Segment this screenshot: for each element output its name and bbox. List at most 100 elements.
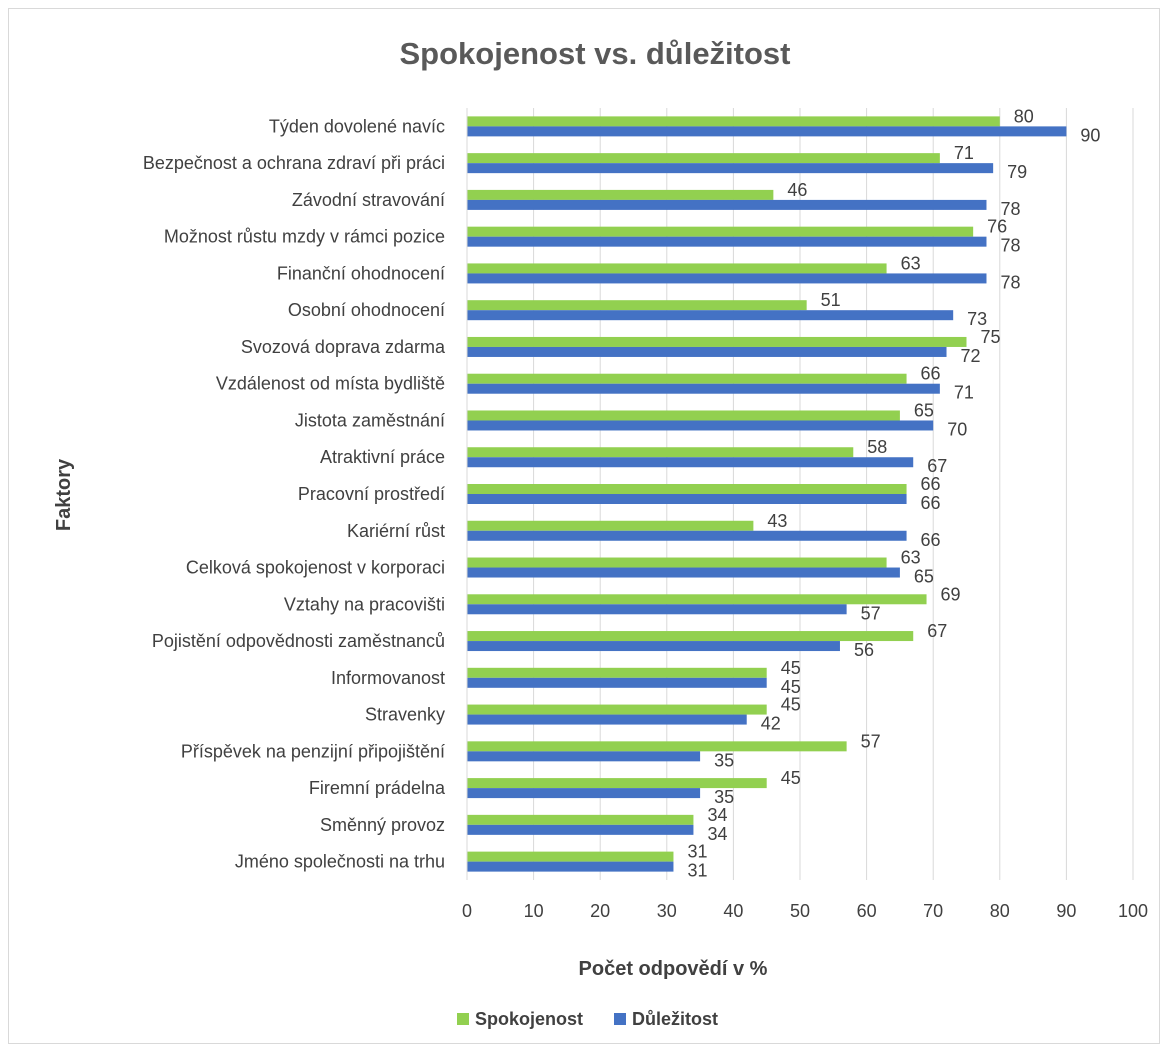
data-label-dulezitost: 70: [947, 419, 967, 439]
bar-dulezitost: [467, 273, 987, 284]
bar-spokojenost: [467, 300, 807, 311]
bar-spokojenost: [467, 447, 854, 458]
category-label: Bezpečnost a ochrana zdraví při práci: [143, 153, 445, 173]
bar-spokojenost: [467, 704, 767, 715]
data-label-spokojenost: 43: [767, 511, 787, 531]
data-label-dulezitost: 71: [954, 383, 974, 403]
category-label: Závodní stravování: [292, 190, 445, 210]
x-tick-label: 50: [790, 901, 810, 921]
bar-dulezitost: [467, 788, 701, 799]
bar-dulezitost: [467, 457, 914, 468]
bar-spokojenost: [467, 631, 914, 642]
data-label-spokojenost: 65: [914, 400, 934, 420]
data-label-spokojenost: 51: [821, 290, 841, 310]
data-label-dulezitost: 57: [861, 603, 881, 623]
data-label-spokojenost: 76: [987, 217, 1007, 237]
x-tick-label: 80: [990, 901, 1010, 921]
category-label: Týden dovolené navíc: [269, 116, 445, 136]
category-label: Možnost růstu mzdy v rámci pozice: [164, 227, 445, 247]
category-label: Směnný provoz: [320, 815, 445, 835]
bar-dulezitost: [467, 604, 847, 615]
data-label-dulezitost: 79: [1007, 162, 1027, 182]
data-label-dulezitost: 42: [761, 714, 781, 734]
bar-dulezitost: [467, 236, 987, 247]
bar-dulezitost: [467, 310, 954, 321]
data-label-spokojenost: 46: [787, 180, 807, 200]
bar-dulezitost: [467, 494, 907, 504]
data-label-dulezitost: 45: [781, 677, 801, 697]
category-label: Kariérní růst: [347, 521, 445, 541]
x-tick-label: 0: [462, 901, 472, 921]
bar-spokojenost: [467, 778, 767, 789]
bar-spokojenost: [467, 667, 767, 678]
data-label-dulezitost: 66: [921, 530, 941, 550]
data-label-dulezitost: 34: [707, 824, 727, 844]
data-label-spokojenost: 67: [927, 621, 947, 641]
data-label-spokojenost: 45: [781, 768, 801, 788]
data-label-spokojenost: 80: [1014, 106, 1034, 126]
data-label-spokojenost: 63: [901, 253, 921, 273]
bar-spokojenost: [467, 520, 754, 531]
x-tick-label: 100: [1118, 901, 1148, 921]
data-label-spokojenost: 58: [867, 437, 887, 457]
data-label-spokojenost: 57: [861, 731, 881, 751]
category-label: Osobní ohodnocení: [288, 300, 445, 320]
data-label-spokojenost: 66: [921, 474, 941, 494]
data-label-spokojenost: 69: [941, 584, 961, 604]
bar-dulezitost: [467, 861, 674, 872]
legend-label-dulezitost: Důležitost: [632, 1009, 718, 1029]
x-tick-label: 20: [590, 901, 610, 921]
bar-dulezitost: [467, 751, 701, 762]
bar-spokojenost: [467, 741, 847, 752]
bar-dulezitost: [467, 163, 994, 174]
category-label: Jistota zaměstnání: [295, 410, 445, 430]
category-label: Příspěvek na penzijní připojištění: [181, 741, 445, 761]
bar-spokojenost: [467, 116, 1000, 127]
category-label: Vztahy na pracovišti: [284, 594, 445, 614]
bar-dulezitost: [467, 677, 767, 688]
y-axis-categories: Týden dovolené navíc Bezpečnost a ochrana…: [143, 116, 446, 871]
x-tick-label: 90: [1056, 901, 1076, 921]
data-label-dulezitost: 31: [687, 861, 707, 881]
data-label-dulezitost: 67: [927, 456, 947, 476]
x-tick-label: 30: [657, 901, 677, 921]
category-label: Firemní prádelna: [309, 778, 446, 798]
x-tick-label: 70: [923, 901, 943, 921]
data-label-spokojenost: 45: [781, 695, 801, 715]
data-label-dulezitost: 35: [714, 787, 734, 807]
bar-spokojenost: [467, 153, 940, 164]
legend-swatch-dulezitost: [614, 1013, 626, 1025]
category-label: Svozová doprava zdarma: [241, 337, 446, 357]
bar-spokojenost: [467, 263, 887, 274]
legend-swatch-spokojenost: [457, 1013, 469, 1025]
data-label-spokojenost: 71: [954, 143, 974, 163]
data-label-dulezitost: 66: [921, 493, 941, 513]
bar-dulezitost: [467, 530, 907, 541]
data-label-dulezitost: 65: [914, 567, 934, 587]
category-label: Finanční ohodnocení: [277, 263, 445, 283]
bar-spokojenost: [467, 814, 694, 825]
data-label-dulezitost: 78: [1000, 236, 1020, 256]
x-axis-title: Počet odpovědí v %: [579, 958, 768, 980]
bar-spokojenost: [467, 373, 907, 384]
bar-spokojenost: [467, 189, 774, 200]
category-label: Atraktivní práce: [320, 447, 445, 467]
category-label: Pracovní prostředí: [298, 484, 445, 504]
bar-dulezitost: [467, 199, 987, 210]
bar-dulezitost: [467, 346, 947, 357]
bar-spokojenost: [467, 851, 674, 862]
data-label-dulezitost: 78: [1000, 199, 1020, 219]
bar-spokojenost: [467, 336, 967, 347]
category-label: Celková spokojenost v korporaci: [186, 558, 445, 578]
bar-dulezitost: [467, 824, 694, 835]
bar-dulezitost: [467, 126, 1067, 137]
data-label-dulezitost: 73: [967, 309, 987, 329]
bar-spokojenost: [467, 226, 974, 237]
bar-spokojenost: [467, 557, 887, 568]
bar-spokojenost: [467, 594, 927, 605]
data-label-spokojenost: 63: [901, 548, 921, 568]
category-label: Informovanost: [331, 668, 445, 688]
category-label: Jméno společnosti na trhu: [235, 852, 445, 872]
bar-dulezitost: [467, 567, 900, 578]
